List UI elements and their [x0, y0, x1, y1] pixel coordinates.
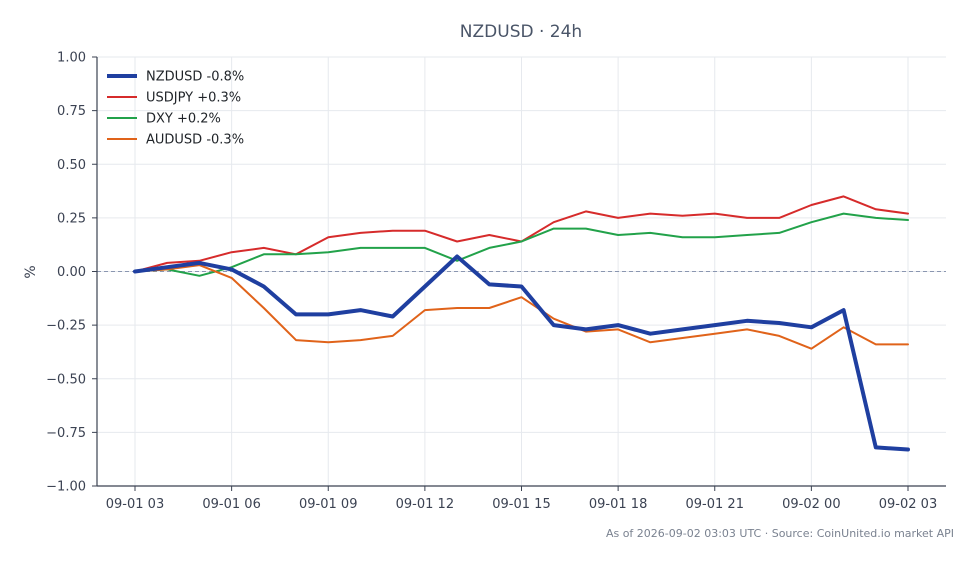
y-tick-label: −0.25	[46, 319, 86, 334]
x-tick-label: 09-02 03	[879, 497, 937, 512]
x-tick-label: 09-02 00	[782, 497, 840, 512]
series-line-audusd	[134, 264, 909, 350]
legend-label-nzdusd: NZDUSD -0.8%	[146, 70, 244, 85]
y-tick-label: 0.00	[57, 265, 86, 280]
x-axis-ticks: 09-01 03 09-01 06 09-01 09 09-01 12 09-01 15…	[106, 486, 937, 512]
y-tick-label: −0.75	[46, 426, 86, 441]
y-tick-label: −0.50	[46, 372, 86, 387]
x-tick-label: 09-01 03	[106, 497, 164, 512]
legend: NZDUSD -0.8% USDJPY +0.3% DXY +0.2% AUDUSD …	[107, 70, 244, 148]
chart-title: NZDUSD · 24h	[460, 22, 582, 42]
y-tick-label: −1.00	[46, 480, 86, 495]
x-tick-label: 09-01 21	[686, 497, 744, 512]
grid	[97, 56, 946, 487]
y-tick-label: 0.25	[57, 211, 86, 226]
x-tick-label: 09-01 09	[299, 497, 357, 512]
source-footer: As of 2026-09-02 03:03 UTC · Source: Coi…	[606, 527, 954, 540]
series-layer	[133, 195, 910, 452]
y-axis-label: %	[23, 265, 39, 278]
legend-label-usdjpy: USDJPY +0.3%	[146, 91, 241, 106]
y-tick-label: 1.00	[57, 51, 86, 66]
series-line-dxy	[134, 212, 909, 277]
x-tick-label: 09-01 12	[396, 497, 454, 512]
legend-label-audusd: AUDUSD -0.3%	[146, 133, 244, 148]
x-tick-label: 09-01 15	[492, 497, 550, 512]
x-tick-label: 09-01 18	[589, 497, 647, 512]
y-tick-label: 0.75	[57, 104, 86, 119]
x-tick-label: 09-01 06	[202, 497, 260, 512]
y-tick-label: 0.50	[57, 158, 86, 173]
legend-label-dxy: DXY +0.2%	[146, 112, 221, 127]
y-axis-ticks: 1.00 0.75 0.50 0.25 0.00 −0.25 −0.50 −0.75 −1.00	[46, 51, 97, 495]
series-line-nzdusd	[133, 254, 910, 452]
